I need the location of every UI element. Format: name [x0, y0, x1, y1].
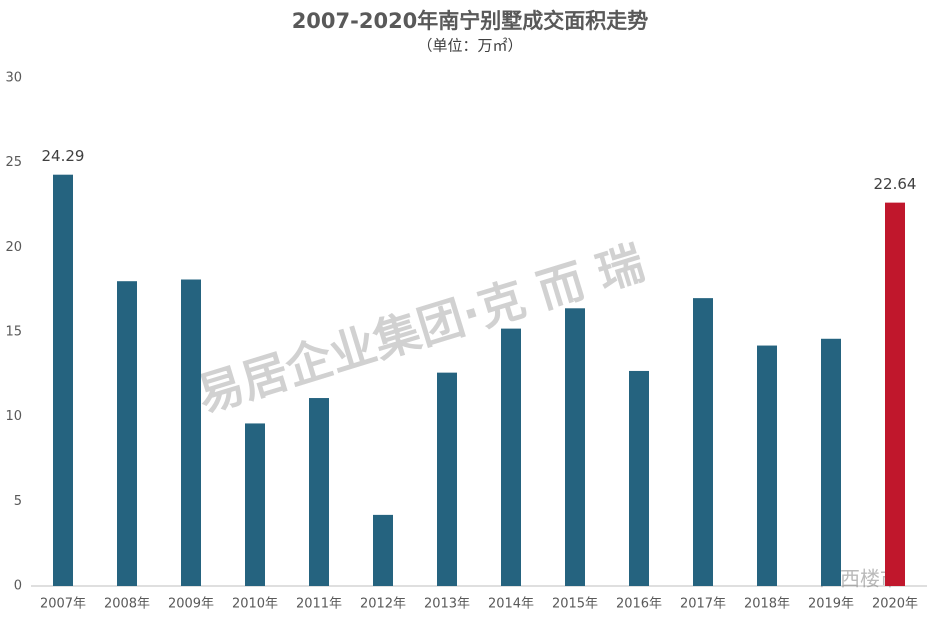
x-tick-label: 2020年	[872, 597, 918, 612]
data-label: 22.64	[874, 175, 917, 193]
chart-title: 2007-2020年南宁别墅成交面积走势	[292, 9, 649, 33]
y-tick-label: 30	[5, 71, 22, 86]
bar	[885, 202, 905, 586]
data-label: 24.29	[42, 147, 85, 165]
bar	[373, 514, 393, 586]
x-tick-label: 2011年	[296, 597, 342, 612]
bar	[821, 338, 841, 586]
bar	[117, 281, 137, 586]
y-tick-label: 15	[5, 325, 22, 340]
x-tick-label: 2007年	[40, 597, 86, 612]
y-tick-label: 0	[14, 579, 22, 594]
bar	[309, 398, 329, 586]
x-tick-label: 2014年	[488, 597, 534, 612]
x-tick-label: 2012年	[360, 597, 406, 612]
bar	[53, 174, 73, 586]
y-tick-label: 20	[5, 240, 22, 255]
x-tick-label: 2009年	[168, 597, 214, 612]
x-tick-label: 2010年	[232, 597, 278, 612]
x-tick-label: 2018年	[744, 597, 790, 612]
x-tick-label: 2019年	[808, 597, 854, 612]
x-tick-label: 2008年	[104, 597, 150, 612]
y-tick-label: 5	[14, 494, 22, 509]
bar	[245, 423, 265, 586]
chart-subtitle: （单位：万㎡）	[417, 37, 522, 55]
y-tick-label: 10	[5, 409, 22, 424]
bar	[693, 298, 713, 586]
y-tick-label: 25	[5, 155, 22, 170]
x-tick-label: 2016年	[616, 597, 662, 612]
x-tick-label: 2015年	[552, 597, 598, 612]
bar	[437, 372, 457, 586]
bar	[501, 328, 521, 586]
bar	[181, 279, 201, 586]
x-tick-label: 2017年	[680, 597, 726, 612]
bar	[629, 370, 649, 586]
x-tick-label: 2013年	[424, 597, 470, 612]
bar	[565, 308, 585, 586]
bar	[757, 345, 777, 586]
